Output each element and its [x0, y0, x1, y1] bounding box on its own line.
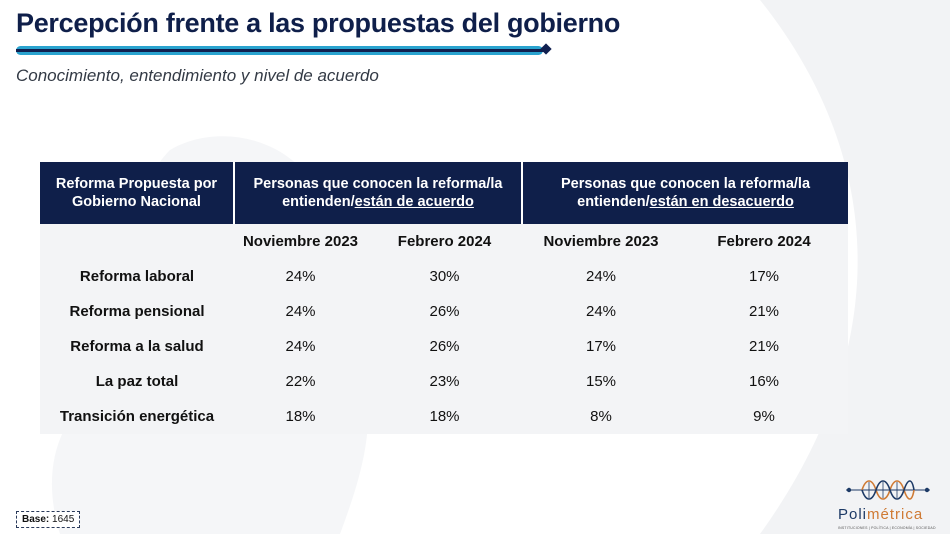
table-cell: 26%	[367, 294, 522, 329]
row-label: La paz total	[40, 364, 234, 399]
agree-header-underlined: están de acuerdo	[354, 194, 474, 210]
base-value: 1645	[52, 514, 75, 525]
table-row: Reforma laboral 24% 30% 24% 17%	[40, 259, 849, 294]
table-cell: 22%	[234, 364, 367, 399]
period-header: Noviembre 2023	[522, 224, 680, 259]
disagree-header-underlined: están en desacuerdo	[649, 194, 794, 210]
polimetrica-logo: Polimétrica INSTITUCIONES | POLÍTICA | E…	[838, 478, 938, 534]
table-row: Reforma a la salud 24% 26% 17% 21%	[40, 329, 849, 364]
table-cell: 17%	[522, 329, 680, 364]
logo-tagline: INSTITUCIONES | POLÍTICA | ECONOMÍA | SO…	[838, 526, 936, 530]
table-cell: 16%	[680, 364, 849, 399]
table-cell: 9%	[680, 399, 849, 434]
row-label: Transición energética	[40, 399, 234, 434]
base-label: Base:	[22, 514, 50, 525]
period-header-row: Noviembre 2023 Febrero 2024 Noviembre 20…	[40, 224, 849, 259]
table-cell: 21%	[680, 329, 849, 364]
logo-wordmark: Polimétrica	[838, 506, 923, 523]
title-underline-line	[16, 49, 544, 52]
table-header-row: Reforma Propuesta por Gobierno Nacional …	[40, 162, 849, 224]
table-cell: 24%	[234, 294, 367, 329]
table-cell: 24%	[522, 259, 680, 294]
table-cell: 18%	[234, 399, 367, 434]
table-cell: 8%	[522, 399, 680, 434]
row-label: Reforma pensional	[40, 294, 234, 329]
table-cell: 24%	[522, 294, 680, 329]
page-subtitle: Conocimiento, entendimiento y nivel de a…	[16, 66, 379, 85]
period-header-empty	[40, 224, 234, 259]
dna-wave-icon	[846, 480, 930, 500]
period-header: Febrero 2024	[680, 224, 849, 259]
logo-wordmark-part1: Poli	[838, 506, 868, 523]
row-label: Reforma laboral	[40, 259, 234, 294]
table-cell: 24%	[234, 329, 367, 364]
table-cell: 21%	[680, 294, 849, 329]
reform-perception-table: Reforma Propuesta por Gobierno Nacional …	[40, 162, 849, 434]
logo-wordmark-part2: métrica	[867, 506, 924, 523]
col-header-disagree: Personas que conocen la reforma/la entie…	[520, 162, 849, 224]
table-cell: 15%	[522, 364, 680, 399]
table-row: La paz total 22% 23% 15% 16%	[40, 364, 849, 399]
disagree-header-text: Personas que conocen la reforma/la entie…	[561, 176, 811, 210]
period-header: Febrero 2024	[367, 224, 522, 259]
page-title: Percepción frente a las propuestas del g…	[16, 8, 621, 38]
col-header-reform: Reforma Propuesta por Gobierno Nacional	[40, 162, 234, 224]
table-cell: 17%	[680, 259, 849, 294]
table-row: Reforma pensional 24% 26% 24% 21%	[40, 294, 849, 329]
table-cell: 26%	[367, 329, 522, 364]
table-cell: 18%	[367, 399, 522, 434]
row-label: Reforma a la salud	[40, 329, 234, 364]
period-header: Noviembre 2023	[234, 224, 367, 259]
sample-base-note: Base: 1645	[16, 511, 81, 528]
col-header-agree: Personas que conocen la reforma/la entie…	[233, 162, 522, 224]
table-cell: 24%	[234, 259, 367, 294]
agree-header-text: Personas que conocen la reforma/la entie…	[253, 176, 503, 210]
table-cell: 30%	[367, 259, 522, 294]
table-row: Transición energética 18% 18% 8% 9%	[40, 399, 849, 434]
table-cell: 23%	[367, 364, 522, 399]
